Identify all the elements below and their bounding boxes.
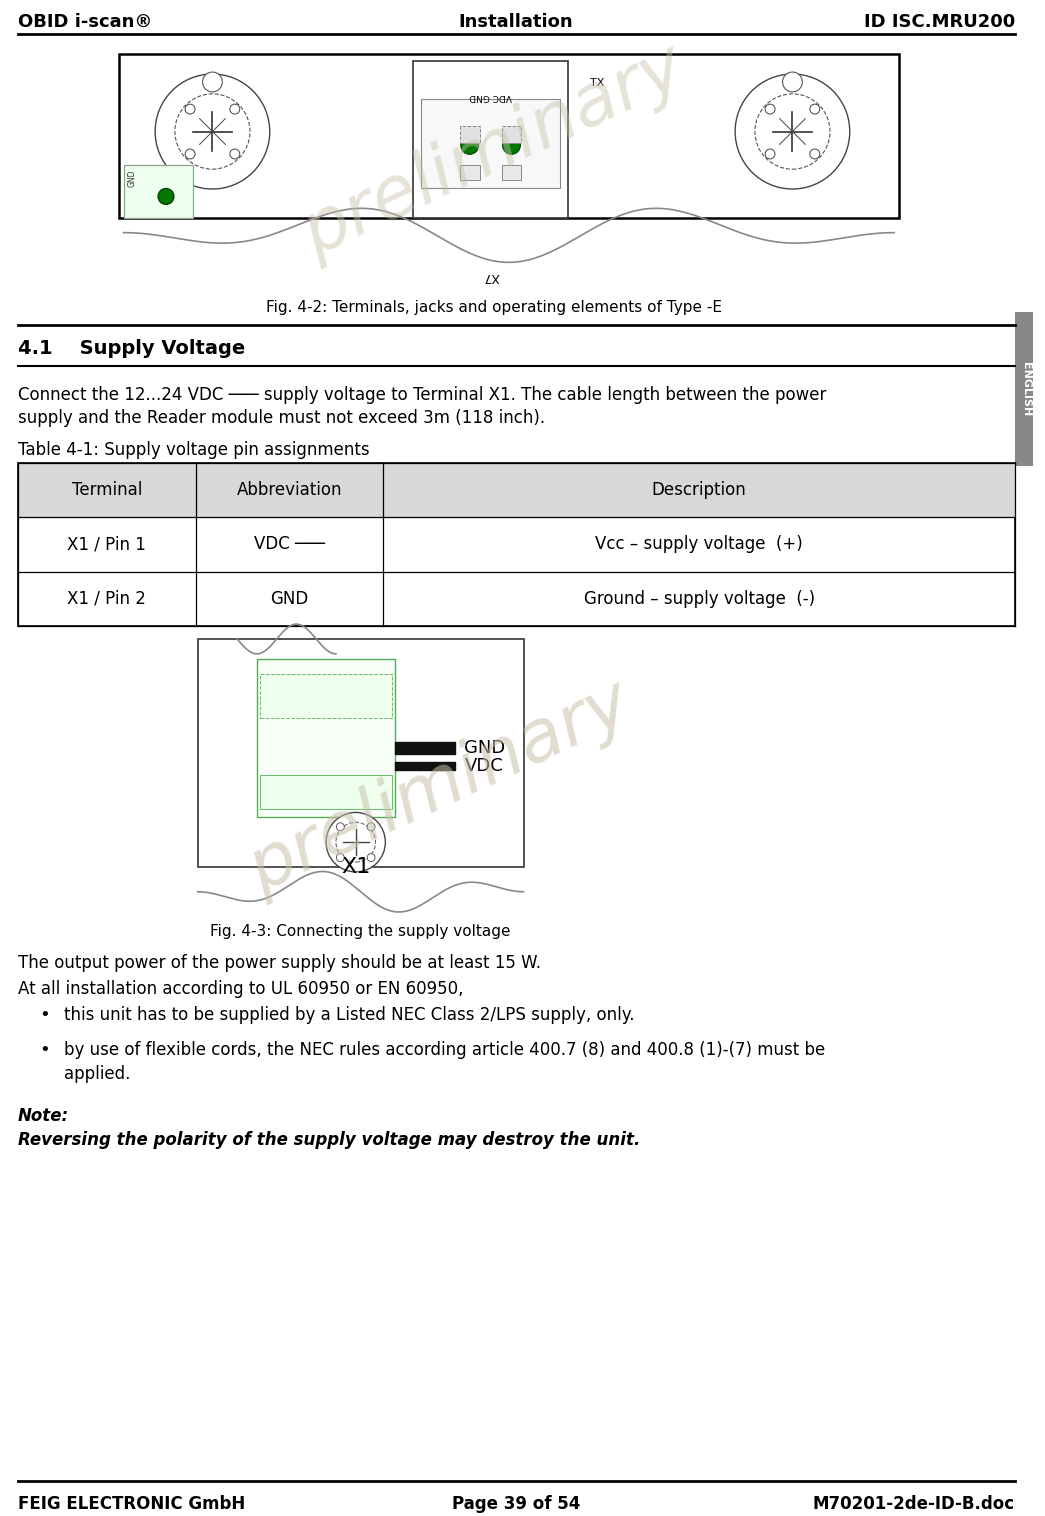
Text: 4.1    Supply Voltage: 4.1 Supply Voltage [18, 338, 245, 358]
Text: Terminal: Terminal [71, 481, 142, 499]
Bar [502, 165, 521, 180]
Text: Reversing the polarity of the supply voltage may destroy the unit.: Reversing the polarity of the supply vol… [18, 1131, 641, 1149]
Circle shape [336, 823, 344, 831]
Circle shape [185, 149, 195, 159]
Text: Connect the 12...24 VDC ─── supply voltage to Terminal X1. The cable length betw: Connect the 12...24 VDC ─── supply volta… [18, 387, 827, 405]
Bar [413, 61, 568, 218]
Text: Ground – supply voltage  (-): Ground – supply voltage (-) [583, 590, 815, 608]
Bar [502, 126, 521, 144]
Circle shape [175, 94, 250, 170]
Circle shape [810, 105, 819, 114]
Bar [260, 775, 392, 810]
Circle shape [367, 823, 375, 831]
Bar [1015, 312, 1037, 465]
Text: Installation: Installation [459, 12, 573, 30]
Text: OBID i-scan®: OBID i-scan® [18, 12, 153, 30]
Bar [18, 462, 1015, 626]
Circle shape [230, 149, 239, 159]
Bar [198, 638, 524, 867]
Text: X1 / Pin 2: X1 / Pin 2 [67, 590, 146, 608]
Circle shape [335, 822, 375, 863]
Text: Table 4-1: Supply voltage pin assignments: Table 4-1: Supply voltage pin assignment… [18, 441, 370, 459]
Circle shape [765, 105, 775, 114]
Text: Abbreviation: Abbreviation [237, 481, 343, 499]
Text: At all installation according to UL 60950 or EN 60950,: At all installation according to UL 6095… [18, 979, 463, 998]
Bar [18, 462, 1015, 517]
Text: Fig. 4-2: Terminals, jacks and operating elements of Type -E: Fig. 4-2: Terminals, jacks and operating… [266, 300, 722, 315]
Bar [260, 673, 392, 719]
Text: Note:: Note: [18, 1107, 69, 1125]
Text: preliminary: preliminary [238, 669, 642, 907]
Bar [118, 55, 899, 218]
Text: this unit has to be supplied by a Listed NEC Class 2/LPS supply, only.: this unit has to be supplied by a Listed… [64, 1005, 634, 1023]
Circle shape [230, 105, 239, 114]
Bar [123, 165, 192, 218]
Text: by use of flexible cords, the NEC rules according article 400.7 (8) and 400.8 (1: by use of flexible cords, the NEC rules … [64, 1041, 826, 1060]
Circle shape [185, 105, 195, 114]
Bar [460, 126, 480, 144]
Circle shape [158, 188, 173, 205]
Text: ENGLISH: ENGLISH [1021, 362, 1030, 415]
Text: GND: GND [127, 170, 137, 186]
Circle shape [765, 149, 775, 159]
Text: supply and the Reader module must not exceed 3m (118 inch).: supply and the Reader module must not ex… [18, 409, 544, 428]
Text: VDC ───: VDC ─── [254, 535, 325, 553]
Circle shape [155, 74, 270, 190]
Text: FEIG ELECTRONIC GmbH: FEIG ELECTRONIC GmbH [18, 1495, 245, 1513]
Bar [257, 659, 395, 817]
Text: Fig. 4-3: Connecting the supply voltage: Fig. 4-3: Connecting the supply voltage [210, 925, 511, 940]
Text: ID ISC.MRU200: ID ISC.MRU200 [863, 12, 1015, 30]
Text: Description: Description [652, 481, 746, 499]
Bar [421, 99, 560, 188]
Circle shape [461, 136, 479, 155]
Text: applied.: applied. [64, 1066, 131, 1084]
Circle shape [203, 73, 223, 92]
Text: •: • [40, 1005, 50, 1023]
Text: X1: X1 [341, 857, 370, 878]
Text: The output power of the power supply should be at least 15 W.: The output power of the power supply sho… [18, 954, 540, 972]
Text: Page 39 of 54: Page 39 of 54 [451, 1495, 580, 1513]
Circle shape [367, 854, 375, 861]
Circle shape [503, 136, 520, 155]
Circle shape [810, 149, 819, 159]
Circle shape [326, 813, 386, 872]
Text: VDC: VDC [464, 756, 503, 775]
Text: VDC GND: VDC GND [469, 92, 512, 102]
Text: GND: GND [271, 590, 308, 608]
Text: preliminary: preliminary [293, 33, 696, 270]
Text: GND: GND [464, 738, 506, 756]
Text: X1 / Pin 1: X1 / Pin 1 [67, 535, 146, 553]
Circle shape [783, 73, 803, 92]
Circle shape [735, 74, 850, 190]
Circle shape [754, 94, 830, 170]
Text: Vcc – supply voltage  (+): Vcc – supply voltage (+) [596, 535, 803, 553]
Circle shape [336, 854, 344, 861]
Text: X7: X7 [483, 270, 500, 283]
Text: •: • [40, 1041, 50, 1060]
Bar [460, 165, 480, 180]
Text: M70201-2de-ID-B.doc: M70201-2de-ID-B.doc [813, 1495, 1015, 1513]
Text: TX: TX [589, 77, 604, 88]
